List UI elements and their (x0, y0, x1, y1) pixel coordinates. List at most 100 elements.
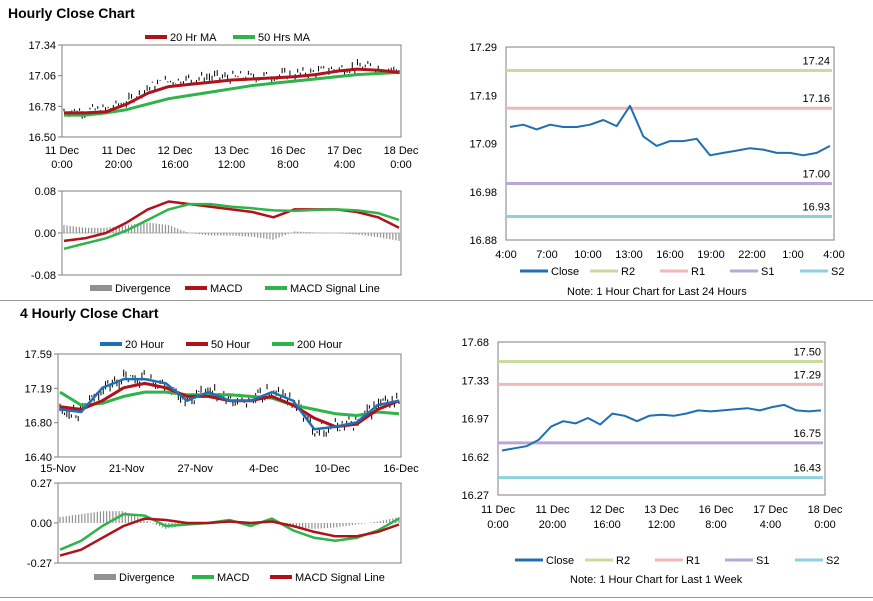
hourly-pivot-ytick: 17.09 (469, 139, 497, 151)
hourly-price-xtick: 16 Dec (271, 145, 306, 157)
four-hourly-pivot-xtick: 16 Dec (699, 504, 734, 516)
hourly-pivot-ytick: 16.88 (469, 235, 497, 247)
hourly-price-xtick: 12 Dec (158, 145, 193, 157)
four-hourly-20h-line (59, 377, 400, 431)
hourly-pivot-legend-label: S2 (831, 266, 844, 278)
four-hourly-legend-macd-label: MACD (217, 572, 249, 584)
four-hourly-price-ytick: 16.80 (24, 418, 52, 430)
four-hourly-legend-50h-label: 50 Hour (211, 339, 250, 351)
four-hourly-macd-ytick: -0.27 (27, 558, 52, 570)
hourly-signal-line (63, 202, 400, 251)
hourly-pivot-ytick: 17.29 (469, 42, 497, 54)
four-hourly-legend-signal-label: MACD Signal Line (295, 572, 385, 584)
hourly-50ma-line (64, 70, 400, 117)
four-hourly-section-title: 4 Hourly Close Chart (20, 305, 159, 321)
four-hourly-pivot-level-label: 17.50 (793, 347, 821, 359)
four-hourly-price-xtick: 15-Nov (40, 463, 76, 475)
hourly-price-ytick: 17.06 (28, 71, 56, 83)
four-hourly-pivot-frame (497, 341, 826, 496)
hourly-price-xtick: 8:00 (277, 159, 298, 171)
hourly-price-frame (61, 44, 402, 138)
hourly-pivot-xtick: 19:00 (697, 249, 725, 261)
four-hourly-pivot-xtick: 12 Dec (590, 504, 625, 516)
hourly-price-xtick: 20:00 (105, 159, 133, 171)
hourly-20ma-line (64, 67, 400, 115)
four-hourly-pivot-xtick: 12:00 (648, 519, 676, 531)
hourly-price-xtick: 11 Dec (101, 145, 136, 157)
hourly-pivot-xtick: 22:00 (738, 249, 766, 261)
four-hourly-pivot-xtick: 16:00 (593, 519, 621, 531)
hourly-pivot-xtick: 1:00 (782, 249, 803, 261)
four-hourly-price-xtick: 16-Dec (383, 463, 419, 475)
four-hourly-pivot-level-label: 17.29 (793, 369, 821, 381)
hourly-pivot-legend-label: S1 (761, 266, 774, 278)
four-hourly-pivot-legend-label: S2 (826, 555, 839, 567)
four-hourly-price-xtick: 21-Nov (109, 463, 145, 475)
bottom-divider (0, 597, 873, 598)
hourly-price-xtick: 13 Dec (214, 145, 249, 157)
hourly-pivot-xtick: 10:00 (574, 249, 602, 261)
hourly-legend-20ma-label: 20 Hr MA (170, 32, 217, 44)
four-hourly-pivot-level-label: 16.75 (793, 428, 821, 440)
hourly-pivot-ytick: 17.19 (469, 90, 497, 102)
hourly-pivot-frame (505, 46, 835, 241)
four-hourly-pivot-ytick: 16.97 (461, 414, 489, 426)
four-hourly-pivot-level-label: 16.43 (793, 463, 821, 475)
four-hourly-pivot-ytick: 16.27 (461, 490, 489, 502)
hourly-price-xtick: 11 Dec (45, 145, 80, 157)
hourly-pivot-legend-label: R1 (691, 266, 705, 278)
four-hourly-pivot-ytick: 16.62 (461, 452, 489, 464)
four-hourly-macd-line (59, 512, 400, 551)
hourly-price-ytick: 16.78 (28, 101, 56, 113)
hourly-legend-signal-label: MACD Signal Line (290, 283, 380, 295)
hourly-price-xtick: 16:00 (161, 159, 189, 171)
four-hourly-pivot-xtick: 17 Dec (753, 504, 788, 516)
four-hourly-pivot-legend-label: R2 (616, 555, 630, 567)
four-hourly-pivot-xtick: 0:00 (487, 519, 508, 531)
hourly-price-ytick: 17.34 (28, 40, 56, 52)
hourly-section-title: Hourly Close Chart (8, 5, 135, 21)
four-hourly-pivot-xtick: 18 Dec (808, 504, 843, 516)
four-hourly-macd-ytick: 0.00 (31, 518, 52, 530)
four-hourly-50h-line (59, 381, 400, 429)
hourly-macd-ytick: -0.08 (31, 270, 56, 282)
four-hourly-pivot-xtick: 11 Dec (481, 504, 516, 516)
four-hourly-pivot-xtick: 8:00 (705, 519, 726, 531)
four-hourly-pivot-ytick: 17.68 (461, 337, 489, 349)
four-hourly-macd-ytick: 0.27 (31, 478, 52, 490)
four-hourly-legend-divergence-label: Divergence (119, 572, 175, 584)
four-hourly-legend-20h-label: 20 Hour (125, 339, 164, 351)
hourly-pivot-xtick: 7:00 (536, 249, 557, 261)
four-hourly-pivot-xtick: 4:00 (760, 519, 781, 531)
hourly-pivot-xtick: 16:00 (656, 249, 684, 261)
hourly-pivot-xtick: 4:00 (495, 249, 516, 261)
hourly-price-xtick: 4:00 (334, 159, 355, 171)
hourly-price-xtick: 0:00 (390, 159, 411, 171)
hourly-pivot-close-line (509, 104, 831, 157)
four-hourly-pivot-close-line (501, 403, 822, 452)
four-hourly-pivot-legend-label: R1 (686, 555, 700, 567)
four-hourly-legend-200h-label: 200 Hour (297, 339, 343, 351)
hourly-price-ytick: 16.50 (28, 132, 56, 144)
hourly-legend-50ma-label: 50 Hrs MA (258, 32, 311, 44)
four-hourly-price-frame (57, 353, 402, 458)
hourly-price-xtick: 12:00 (218, 159, 246, 171)
hourly-pivot-note: Note: 1 Hour Chart for Last 24 Hours (567, 286, 747, 298)
four-hourly-pivot-ytick: 17.33 (461, 375, 489, 387)
hourly-pivot-level-label: 17.24 (802, 56, 830, 68)
four-hourly-price-ytick: 17.59 (24, 349, 52, 361)
hourly-pivot-level-label: 17.16 (802, 93, 830, 105)
hourly-legend-divergence-label: Divergence (115, 283, 171, 295)
hourly-price-xtick: 17 Dec (327, 145, 362, 157)
hourly-pivot-legend-label: R2 (621, 266, 635, 278)
four-hourly-pivot-note: Note: 1 Hour Chart for Last 1 Week (570, 574, 743, 586)
four-hourly-price-ytick: 17.19 (24, 383, 52, 395)
hourly-macd-ytick: 0.08 (35, 186, 56, 198)
hourly-pivot-level-label: 17.00 (802, 169, 830, 181)
four-hourly-pivot-xtick: 20:00 (539, 519, 567, 531)
hourly-price-xtick: 0:00 (51, 159, 72, 171)
four-hourly-legend-divergence-swatch (94, 574, 116, 580)
four-hourly-signal-line (59, 517, 400, 557)
section-divider (0, 300, 873, 301)
